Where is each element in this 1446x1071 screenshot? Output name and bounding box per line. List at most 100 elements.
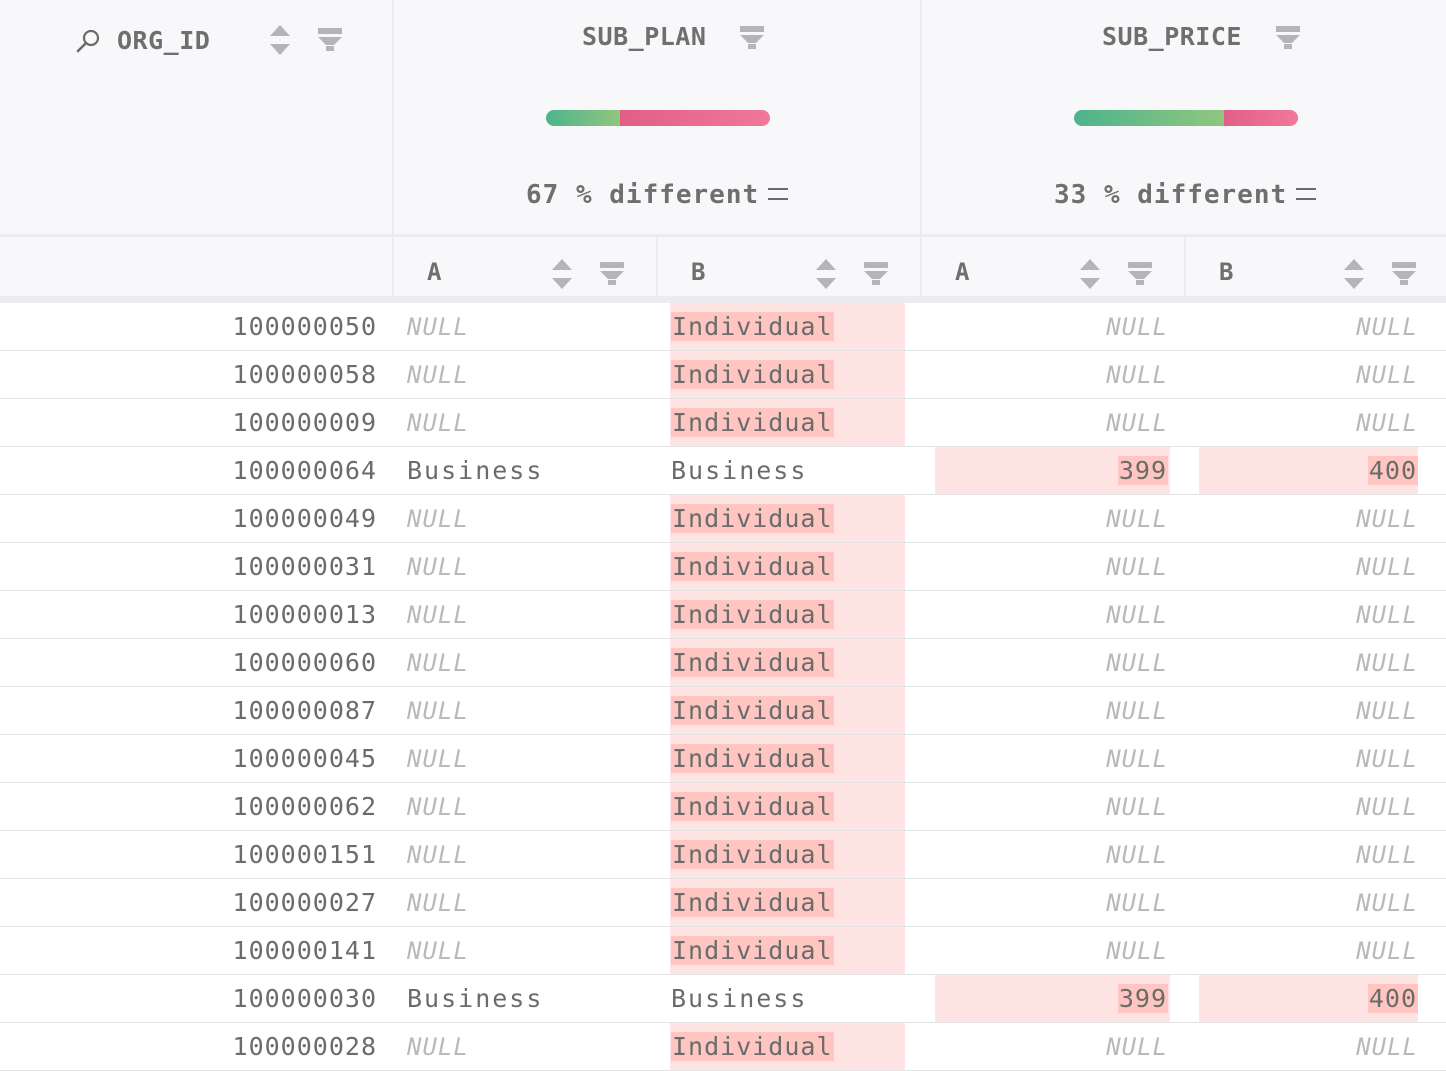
plan-b-cell-value: Individual: [671, 360, 834, 389]
plan-a-cell-value: NULL: [407, 553, 469, 581]
table-row[interactable]: 100000027 NULL Individual NULL NULL: [0, 879, 1446, 927]
table-row[interactable]: 100000060 NULL Individual NULL NULL: [0, 639, 1446, 687]
plan-b-cell: Individual: [671, 735, 905, 782]
price-b-cell: NULL: [1199, 543, 1418, 590]
plan-b-cell-value: Individual: [671, 408, 834, 437]
table-row[interactable]: 100000030 Business Business 399 400: [0, 975, 1446, 1023]
price-a-cell: NULL: [935, 303, 1168, 350]
plan-b-cell-value: Individual: [671, 888, 834, 917]
column-title-sub-price: SUB_PRICE: [1102, 22, 1242, 51]
plan-b-cell: Individual: [671, 879, 905, 926]
table-row[interactable]: 100000031 NULL Individual NULL NULL: [0, 543, 1446, 591]
plan-a-cell: NULL: [407, 351, 647, 398]
sort-icon[interactable]: [270, 25, 290, 55]
plan-a-cell: NULL: [407, 1023, 647, 1070]
column-header-sub-plan: SUB_PLAN 67 % different: [392, 0, 922, 234]
org-id-cell: 100000060: [232, 648, 377, 677]
plan-a-cell: NULL: [407, 831, 647, 878]
price-b-cell: NULL: [1199, 639, 1418, 686]
price-b-cell-value: NULL: [1356, 745, 1418, 773]
org-id-cell: 100000087: [232, 696, 377, 725]
plan-a-cell-value: Business: [407, 456, 544, 485]
table-row[interactable]: 100000062 NULL Individual NULL NULL: [0, 783, 1446, 831]
plan-b-cell: Individual: [671, 351, 905, 398]
plan-a-cell: NULL: [407, 639, 647, 686]
table-row[interactable]: 100000087 NULL Individual NULL NULL: [0, 687, 1446, 735]
plan-b-cell: Individual: [671, 639, 905, 686]
price-a-cell-value: 399: [1117, 984, 1168, 1013]
price-a-cell-value: NULL: [1106, 841, 1168, 869]
plan-b-cell-value: Business: [671, 984, 808, 1013]
different-segment: [619, 110, 770, 126]
search-icon[interactable]: [76, 28, 102, 54]
price-b-cell: NULL: [1199, 495, 1418, 542]
price-a-cell: NULL: [935, 591, 1168, 638]
plan-a-cell: NULL: [407, 399, 647, 446]
price-b-cell-value: NULL: [1356, 601, 1418, 629]
filter-icon[interactable]: [1276, 26, 1300, 50]
table-row[interactable]: 100000064 Business Business 399 400: [0, 447, 1446, 495]
price-b-cell: NULL: [1199, 879, 1418, 926]
table-row[interactable]: 100000141 NULL Individual NULL NULL: [0, 927, 1446, 975]
equals-icon[interactable]: [768, 186, 788, 200]
table-row[interactable]: 100000013 NULL Individual NULL NULL: [0, 591, 1446, 639]
subcol-label: B: [1219, 258, 1234, 286]
filter-icon[interactable]: [600, 262, 624, 286]
price-b-cell: NULL: [1199, 831, 1418, 878]
sort-icon[interactable]: [816, 259, 836, 289]
subcol-plan-a[interactable]: A: [392, 237, 658, 296]
price-a-cell-value: NULL: [1106, 361, 1168, 389]
price-a-cell: NULL: [935, 735, 1168, 782]
price-a-cell-value: NULL: [1106, 793, 1168, 821]
table-body: 100000050 NULL Individual NULL NULL 100000058…: [0, 303, 1446, 1071]
filter-icon[interactable]: [1392, 262, 1416, 286]
org-id-cell: 100000049: [232, 504, 377, 533]
price-b-cell-value: NULL: [1356, 553, 1418, 581]
filter-icon[interactable]: [1128, 262, 1152, 286]
plan-a-cell-value: NULL: [407, 361, 469, 389]
org-id-cell: 100000062: [232, 792, 377, 821]
sort-icon[interactable]: [1080, 259, 1100, 289]
filter-icon[interactable]: [864, 262, 888, 286]
price-a-cell-value: NULL: [1106, 505, 1168, 533]
price-a-cell: NULL: [935, 927, 1168, 974]
price-a-cell: NULL: [935, 543, 1168, 590]
table-row[interactable]: 100000151 NULL Individual NULL NULL: [0, 831, 1446, 879]
table-row[interactable]: 100000049 NULL Individual NULL NULL: [0, 495, 1446, 543]
table-row[interactable]: 100000028 NULL Individual NULL NULL: [0, 1023, 1446, 1071]
subcol-label: A: [427, 258, 442, 286]
subcol-price-b[interactable]: B: [1184, 237, 1446, 296]
subcol-label: A: [955, 258, 970, 286]
price-a-cell-value: NULL: [1106, 889, 1168, 917]
plan-b-cell: Individual: [671, 543, 905, 590]
price-b-cell-value: NULL: [1356, 409, 1418, 437]
plan-b-cell: Individual: [671, 687, 905, 734]
subcol-plan-b[interactable]: B: [656, 237, 922, 296]
price-b-cell-value: NULL: [1356, 889, 1418, 917]
price-a-cell: NULL: [935, 879, 1168, 926]
filter-icon[interactable]: [318, 28, 342, 52]
table-header: ORG_ID SUB_PLAN 67 % different SUB_PRICE: [0, 0, 1446, 237]
price-a-cell: 399: [935, 975, 1168, 1022]
subcol-price-a[interactable]: A: [920, 237, 1186, 296]
table-row[interactable]: 100000058 NULL Individual NULL NULL: [0, 351, 1446, 399]
plan-b-cell: Business: [671, 447, 905, 494]
price-a-cell-value: 399: [1117, 456, 1168, 485]
plan-b-cell: Individual: [671, 495, 905, 542]
table-row[interactable]: 100000045 NULL Individual NULL NULL: [0, 735, 1446, 783]
plan-a-cell: NULL: [407, 543, 647, 590]
plan-b-cell-value: Individual: [671, 600, 834, 629]
plan-a-cell-value: NULL: [407, 889, 469, 917]
price-b-cell: NULL: [1199, 351, 1418, 398]
table-row[interactable]: 100000050 NULL Individual NULL NULL: [0, 303, 1446, 351]
plan-a-cell-value: NULL: [407, 409, 469, 437]
table-row[interactable]: 100000009 NULL Individual NULL NULL: [0, 399, 1446, 447]
price-b-cell: NULL: [1199, 783, 1418, 830]
sort-icon[interactable]: [552, 259, 572, 289]
sort-icon[interactable]: [1344, 259, 1364, 289]
price-a-cell-value: NULL: [1106, 409, 1168, 437]
equals-icon[interactable]: [1296, 186, 1316, 200]
filter-icon[interactable]: [740, 26, 764, 50]
plan-b-cell-value: Individual: [671, 696, 834, 725]
column-header-org-id[interactable]: ORG_ID: [0, 0, 392, 234]
